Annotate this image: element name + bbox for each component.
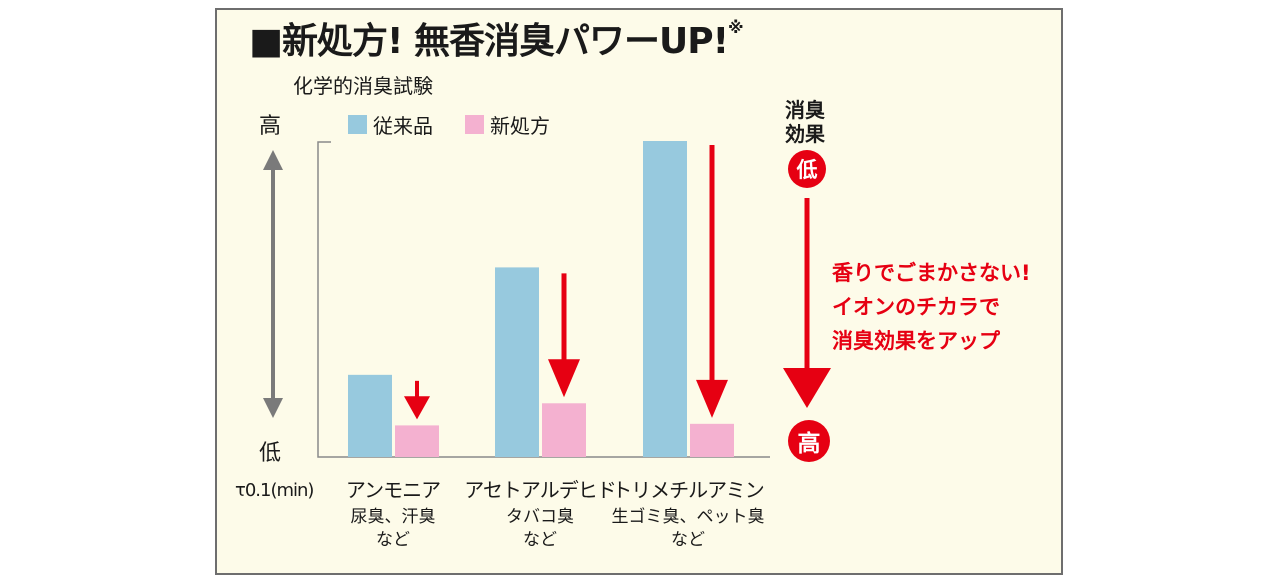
- bar-new-2: [542, 403, 586, 457]
- bar-new-3: [690, 423, 734, 457]
- legend-swatch-new: [465, 114, 484, 134]
- category-note-3-line-2: など: [671, 530, 705, 550]
- category-label-2: アセトアルデヒドタバコ臭など: [455, 474, 625, 552]
- side-scale-label: 消臭 効果: [782, 98, 828, 146]
- side-scale-high-badge: 高: [788, 420, 830, 462]
- bar-new-1: [395, 425, 439, 457]
- callout-line-2: イオンのチカラで: [832, 295, 1000, 319]
- bar-conventional-2: [495, 267, 539, 457]
- bar-conventional-1: [348, 374, 392, 457]
- legend-item-new: 新処方: [465, 111, 550, 138]
- legend-label-new: 新処方: [490, 113, 550, 138]
- category-note-2: タバコ臭 など: [455, 506, 625, 552]
- category-note-3: 生ゴミ臭、ペット臭 など: [603, 506, 773, 552]
- y-axis-top-label: 高: [259, 114, 282, 139]
- legend-item-conventional: 従来品: [348, 111, 433, 138]
- reduction-arrow-head-2: [548, 359, 580, 398]
- category-label-1: アンモニア尿臭、汗臭など: [308, 474, 478, 552]
- y-axis-unit-label: τ0.1(min): [235, 480, 314, 501]
- category-name-3: トリメチルアミン: [612, 478, 765, 502]
- chart-heading: ■新処方! 無香消臭パワーUP!※: [249, 12, 744, 64]
- reduction-arrows: [404, 145, 728, 420]
- y-axis-bottom-label: 低: [259, 441, 282, 466]
- category-note-3-line-1: 生ゴミ臭、ペット臭: [611, 507, 765, 527]
- chart-panel: ■新処方! 無香消臭パワーUP!※ 化学的消臭試験 高 低 τ0.1(min) …: [215, 8, 1063, 575]
- heading-footnote-mark: ※: [728, 18, 744, 37]
- side-scale-label-line-2: 効果: [785, 122, 825, 146]
- reduction-arrow-head-1: [404, 396, 430, 420]
- bar-conventional-3: [643, 141, 687, 457]
- bars-group: [348, 141, 734, 457]
- category-note-1: 尿臭、汗臭 など: [308, 506, 478, 552]
- side-scale-label-line-1: 消臭: [785, 98, 825, 122]
- legend-swatch-conventional: [348, 114, 367, 134]
- category-note-2-line-2: など: [523, 530, 557, 550]
- reduction-arrow-head-3: [696, 379, 728, 418]
- heading-text: ■新処方! 無香消臭パワーUP!: [249, 21, 729, 62]
- side-scale-low-badge: 低: [788, 150, 826, 188]
- category-label-3: トリメチルアミン生ゴミ臭、ペット臭 など: [603, 474, 773, 552]
- category-note-2-line-1: タバコ臭: [506, 507, 574, 527]
- bar-chart: [263, 141, 831, 458]
- callout-line-1: 香りでごまかさない!: [832, 261, 1031, 285]
- legend-label-conventional: 従来品: [373, 113, 433, 138]
- category-note-1-line-1: 尿臭、汗臭: [350, 507, 436, 527]
- side-scale-arrow-head: [783, 368, 831, 408]
- callout-line-3: 消臭効果をアップ: [832, 329, 1000, 353]
- category-name-1: アンモニア: [345, 478, 441, 502]
- callout-text: 香りでごまかさない! イオンのチカラで 消臭効果をアップ: [832, 256, 1031, 358]
- category-note-1-line-2: など: [376, 530, 410, 550]
- category-name-2: アセトアルデヒド: [464, 478, 616, 502]
- chart-subtitle: 化学的消臭試験: [293, 74, 433, 98]
